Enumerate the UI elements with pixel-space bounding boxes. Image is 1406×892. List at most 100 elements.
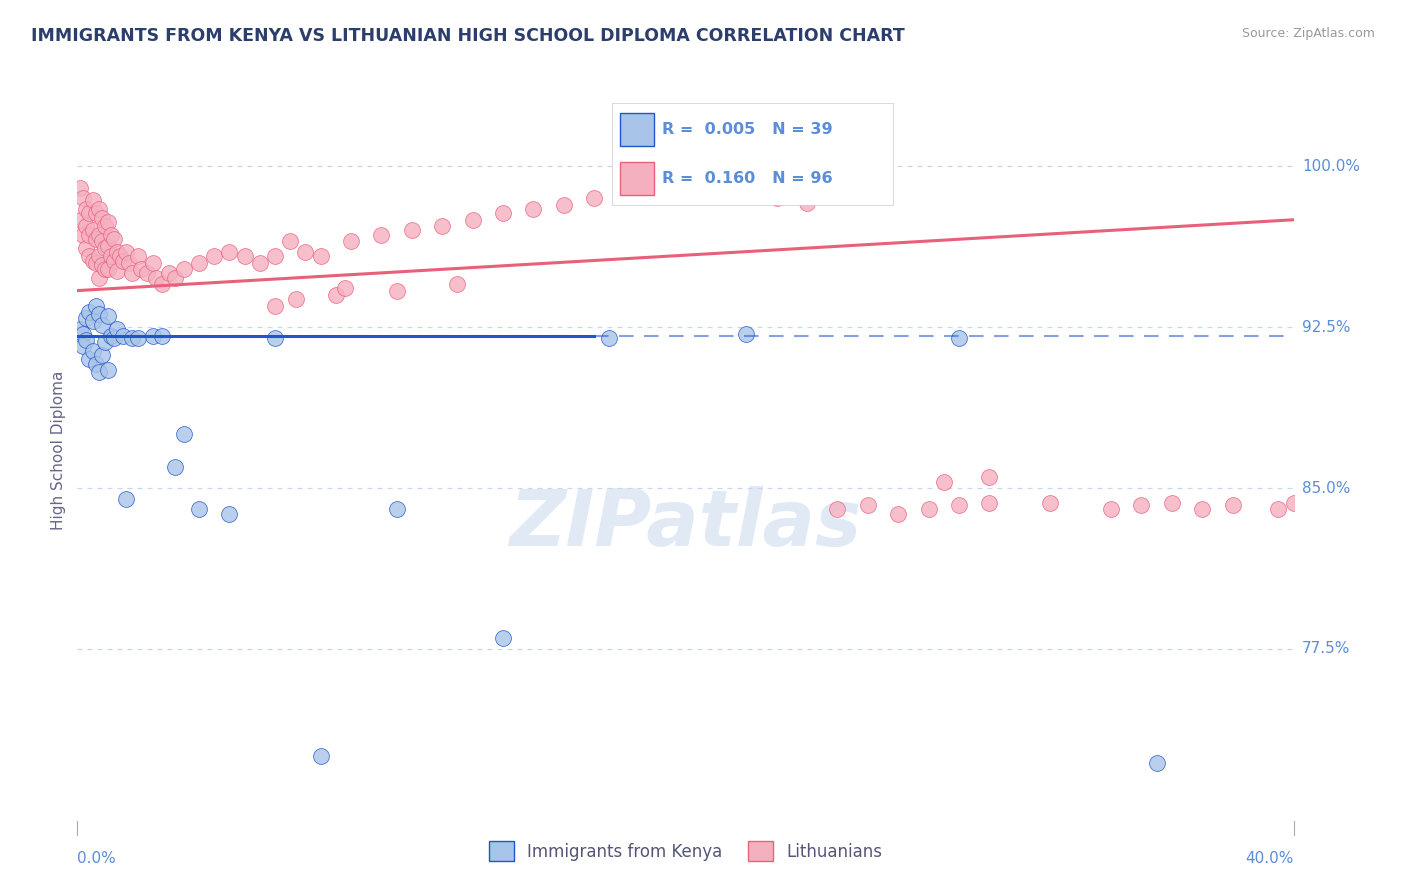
- Point: [69, 180, 91, 194]
- Point: [84, 255, 107, 269]
- Point: [79, 227, 101, 242]
- Point: [87, 202, 110, 216]
- Text: 85.0%: 85.0%: [1302, 481, 1350, 496]
- Point: [218, 507, 240, 521]
- Point: [82, 223, 104, 237]
- Point: [492, 632, 515, 646]
- Point: [1222, 498, 1244, 512]
- Point: [1282, 496, 1305, 510]
- Point: [887, 507, 910, 521]
- Point: [79, 206, 101, 220]
- Point: [598, 331, 620, 345]
- Point: [129, 262, 152, 277]
- Point: [111, 253, 134, 268]
- Point: [152, 328, 174, 343]
- Point: [644, 180, 666, 194]
- Point: [90, 318, 112, 332]
- Point: [97, 215, 120, 229]
- Point: [69, 212, 91, 227]
- Point: [82, 253, 104, 268]
- Point: [333, 281, 356, 295]
- Point: [173, 427, 195, 442]
- Point: [278, 234, 301, 248]
- Text: IMMIGRANTS FROM KENYA VS LITHUANIAN HIGH SCHOOL DIPLOMA CORRELATION CHART: IMMIGRANTS FROM KENYA VS LITHUANIAN HIGH…: [31, 27, 904, 45]
- Point: [188, 255, 211, 269]
- Point: [87, 249, 110, 263]
- Point: [93, 219, 115, 234]
- Point: [827, 502, 849, 516]
- Point: [72, 339, 94, 353]
- Point: [90, 234, 112, 248]
- Point: [142, 255, 165, 269]
- Point: [87, 270, 110, 285]
- Point: [1146, 756, 1168, 770]
- Point: [103, 232, 125, 246]
- Point: [75, 333, 97, 347]
- Point: [856, 498, 879, 512]
- Text: 77.5%: 77.5%: [1302, 641, 1350, 657]
- Point: [1267, 502, 1289, 516]
- Point: [163, 459, 186, 474]
- Point: [583, 191, 606, 205]
- Point: [82, 194, 104, 208]
- Point: [84, 206, 107, 220]
- Point: [522, 202, 544, 216]
- Point: [90, 258, 112, 272]
- Text: ZIPatlas: ZIPatlas: [509, 486, 862, 563]
- Point: [84, 299, 107, 313]
- Point: [127, 331, 149, 345]
- Point: [72, 326, 94, 341]
- Point: [72, 191, 94, 205]
- Text: R =  0.160   N = 96: R = 0.160 N = 96: [662, 171, 832, 186]
- Point: [72, 227, 94, 242]
- Point: [97, 363, 120, 377]
- Point: [264, 331, 287, 345]
- Point: [90, 211, 112, 225]
- Point: [115, 244, 138, 259]
- Point: [111, 328, 134, 343]
- Point: [1130, 498, 1153, 512]
- Point: [948, 331, 970, 345]
- Point: [87, 227, 110, 242]
- Point: [100, 249, 122, 263]
- Point: [97, 262, 120, 277]
- Point: [735, 326, 758, 341]
- Point: [285, 292, 308, 306]
- Y-axis label: High School Diploma: High School Diploma: [51, 371, 66, 530]
- Point: [325, 288, 347, 302]
- Point: [93, 335, 115, 350]
- Point: [1039, 496, 1062, 510]
- Point: [105, 264, 128, 278]
- Point: [87, 365, 110, 379]
- Text: 40.0%: 40.0%: [1246, 851, 1294, 866]
- Point: [979, 496, 1001, 510]
- Point: [152, 277, 174, 292]
- Text: R =  0.005   N = 39: R = 0.005 N = 39: [662, 121, 832, 136]
- Point: [84, 357, 107, 371]
- Text: 0.0%: 0.0%: [77, 851, 117, 866]
- Point: [87, 307, 110, 321]
- Point: [309, 249, 332, 263]
- Point: [103, 331, 125, 345]
- Point: [735, 185, 758, 199]
- Point: [97, 238, 120, 252]
- Point: [163, 270, 186, 285]
- Point: [105, 322, 128, 336]
- Point: [69, 322, 91, 336]
- Point: [127, 249, 149, 263]
- Point: [796, 195, 818, 210]
- Point: [145, 270, 167, 285]
- Point: [765, 191, 787, 205]
- Point: [136, 267, 159, 281]
- Point: [90, 348, 112, 362]
- Point: [249, 255, 271, 269]
- Point: [1099, 502, 1122, 516]
- Point: [385, 502, 408, 516]
- Point: [93, 262, 115, 277]
- Point: [264, 299, 287, 313]
- Point: [103, 253, 125, 268]
- Point: [1191, 502, 1213, 516]
- Point: [97, 310, 120, 324]
- Point: [385, 284, 408, 298]
- Point: [157, 267, 180, 281]
